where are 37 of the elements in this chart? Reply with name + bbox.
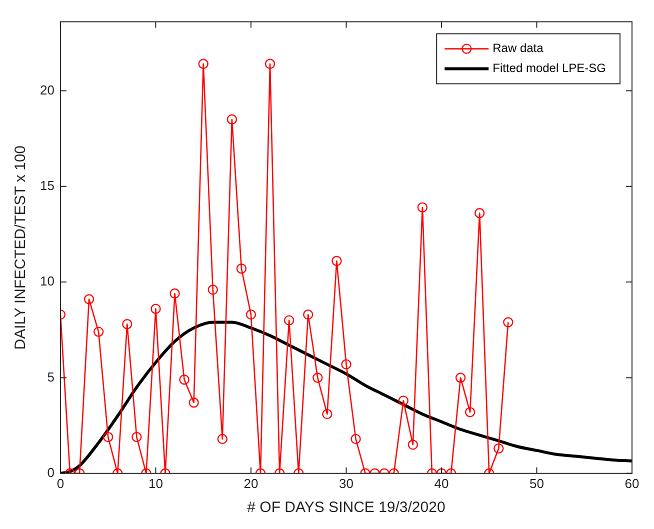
point: [208, 284, 218, 295]
point: [303, 309, 314, 320]
point: [455, 372, 466, 383]
point: [93, 326, 104, 337]
point: [246, 309, 256, 320]
point: [179, 374, 190, 385]
y-tick-label: 0: [47, 464, 54, 480]
point: [284, 315, 294, 326]
point: [322, 408, 332, 420]
point: [170, 288, 180, 299]
y-tick-label: 5: [47, 369, 54, 384]
point: [398, 396, 408, 406]
x-tick-label: 20: [244, 476, 258, 491]
point: [332, 256, 342, 266]
x-tick-label: 50: [530, 476, 544, 491]
point: [312, 372, 323, 383]
x-tick-label: 0: [56, 476, 64, 491]
y-tick-label: 20: [40, 82, 54, 98]
point: [503, 317, 514, 328]
x-axis-title: # OF DAYS SINCE 19/3/2020: [247, 499, 446, 516]
point: [122, 319, 132, 330]
y-tick-label: 10: [40, 274, 54, 289]
point: [84, 294, 94, 304]
point: [150, 304, 161, 314]
y-tick-label: 15: [40, 178, 54, 193]
point: [417, 202, 428, 213]
x-tick-label: 40: [434, 476, 449, 491]
point: [474, 208, 485, 218]
x-tick-label: 60: [624, 476, 640, 491]
y-axis-title: DAILY INFECTED/TEST x 100: [12, 145, 30, 350]
point: [236, 264, 247, 274]
legend-label: Fitted model LPE-SG: [492, 61, 606, 76]
x-tick-label: 10: [148, 476, 163, 491]
point: [341, 359, 352, 370]
legend-label: Raw data: [492, 41, 544, 56]
line-series: [60, 320, 632, 474]
x-tick-label: 30: [338, 476, 354, 491]
